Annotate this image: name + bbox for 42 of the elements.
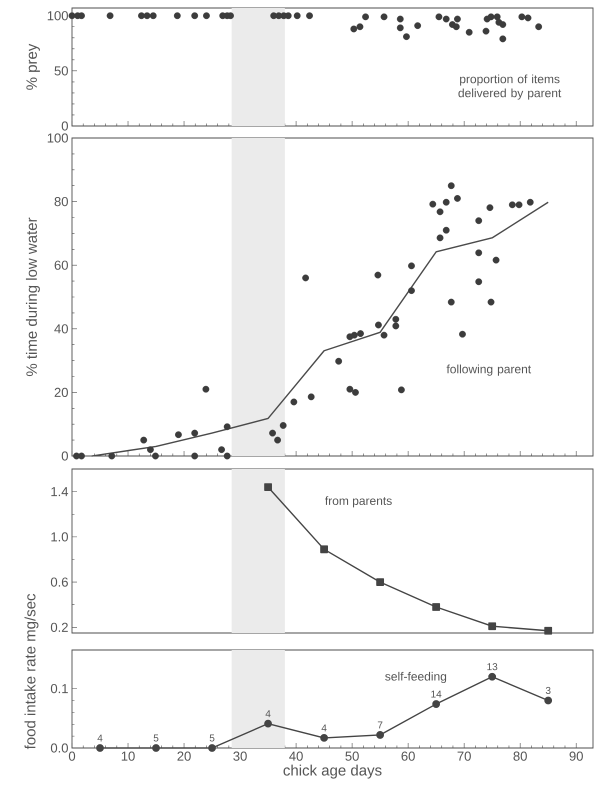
y-tick-label: 0 (62, 451, 68, 461)
annotation: following parent (446, 364, 532, 376)
annotation: 13 (487, 663, 498, 670)
y-tick-label: 0.2 (50, 622, 68, 632)
y-tick-label: 40 (54, 324, 68, 334)
annotation: 7 (378, 722, 382, 728)
y-tick-label: 0.6 (50, 578, 68, 587)
x-tick-label: 80 (514, 752, 527, 761)
y-tick-label: 100 (48, 133, 68, 143)
annotation: 5 (210, 734, 214, 742)
x-tick-label: 30 (233, 752, 247, 761)
y-tick-label: 80 (54, 197, 68, 206)
x-axis-title: chick age days (284, 764, 382, 779)
y-axis-title: % prey (26, 44, 40, 90)
y-tick-label: 0.0 (50, 743, 68, 753)
y-tick-label: 0.1 (50, 684, 68, 694)
annotation: proportion of items delivered by parent (458, 74, 562, 100)
x-tick-label: 40 (289, 752, 303, 761)
annotation: 4 (97, 734, 102, 742)
y-axis-title: food intake rate mg/sec (24, 594, 38, 750)
y-tick-label: 50 (54, 66, 68, 76)
x-tick-label: 20 (177, 752, 191, 761)
x-tick-label: 50 (345, 752, 359, 761)
x-tick-label: 10 (122, 752, 135, 761)
x-tick-label: 0 (68, 752, 76, 761)
annotation: 4 (322, 724, 327, 732)
y-axis-title: % time during low water (26, 218, 40, 376)
x-tick-label: 90 (570, 752, 583, 761)
annotation: 3 (546, 686, 551, 694)
series-label: self-feeding (385, 672, 446, 684)
text: from parents (325, 496, 392, 508)
annotation: 4 (266, 710, 271, 718)
y-tick-label: 60 (54, 260, 68, 270)
y-tick-label: 20 (54, 388, 68, 398)
x-tick-label: 60 (402, 752, 415, 761)
annotation: 14 (431, 690, 442, 698)
y-tick-label: 1.4 (51, 487, 68, 496)
y-tick-label: 100 (48, 11, 68, 20)
x-tick-label: 70 (458, 752, 471, 761)
y-tick-label: 1.0 (51, 532, 68, 542)
annotation: 5 (154, 734, 158, 742)
y-tick-label: 0 (62, 121, 68, 131)
